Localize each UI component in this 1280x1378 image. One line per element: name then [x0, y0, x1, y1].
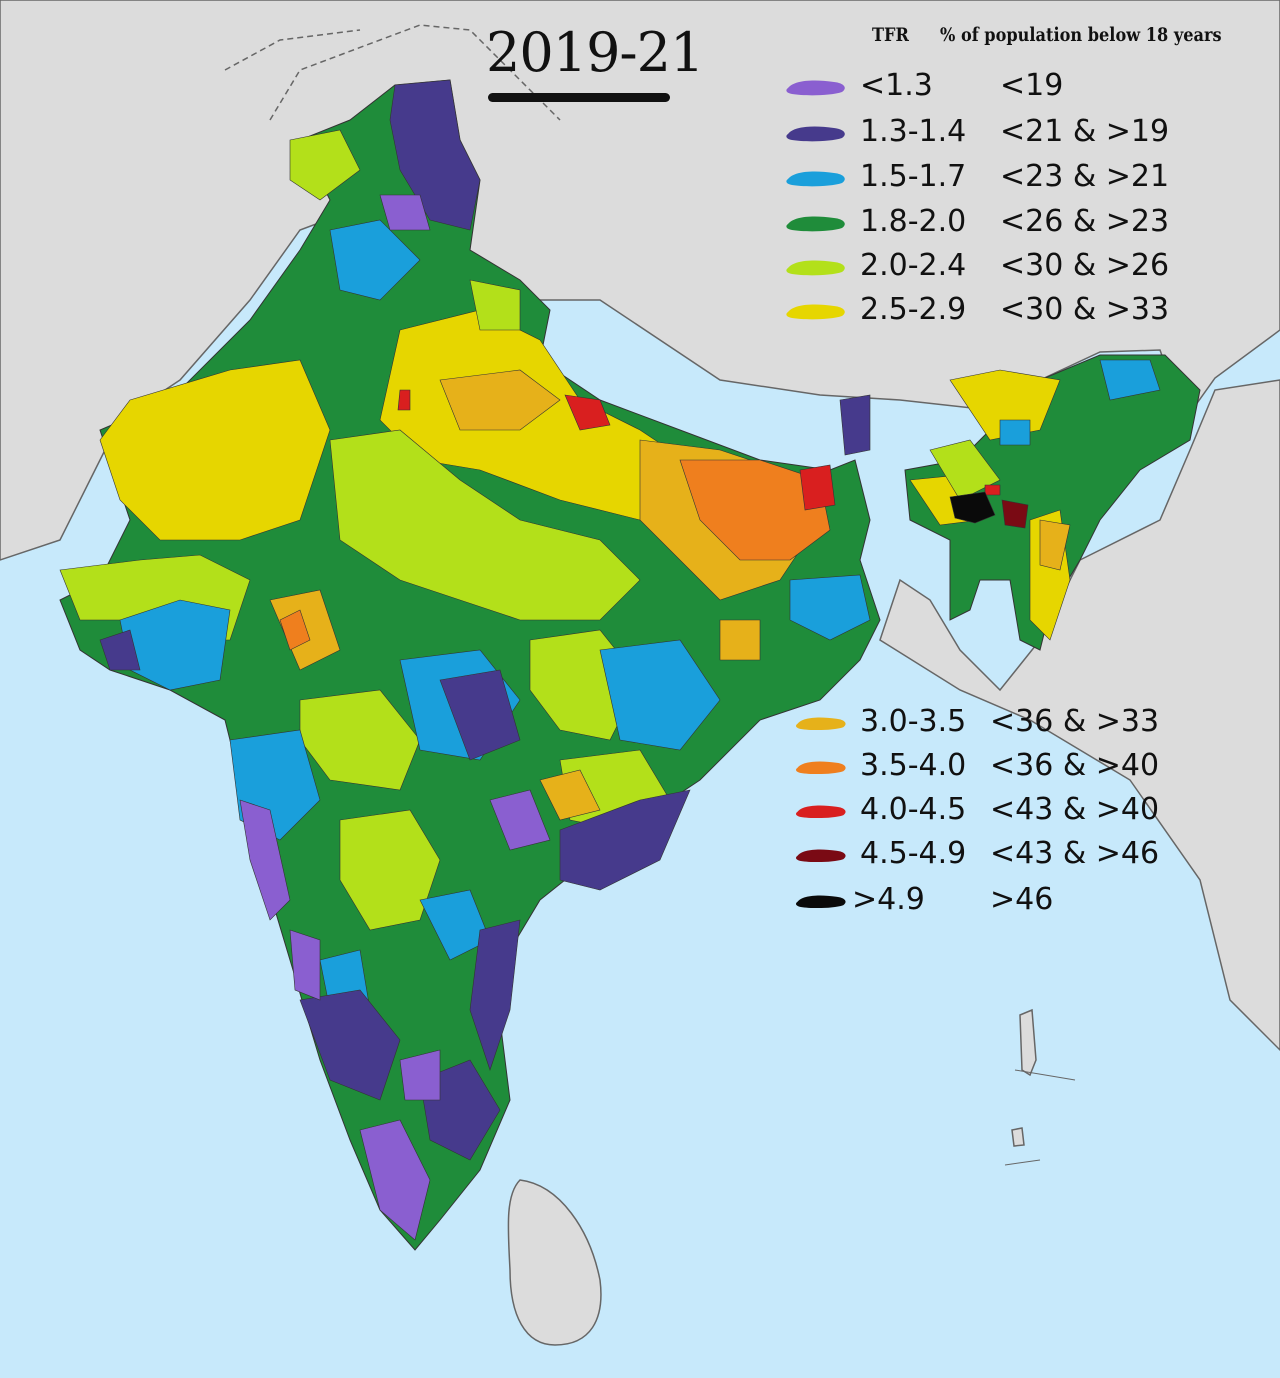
legend-population-label: <36 & >40	[990, 748, 1160, 783]
legend-population-label: <43 & >40	[990, 792, 1160, 827]
land-islands	[1011, 1008, 1037, 1147]
legend-tfr-label: 2.5-2.9	[860, 292, 967, 327]
sea-marks	[1004, 1069, 1076, 1166]
legend-swatch	[784, 212, 850, 234]
legend-tfr-label: <1.3	[860, 68, 933, 103]
legend-swatch	[794, 756, 850, 778]
legend-swatch	[784, 167, 850, 189]
legend-population-label: <26 & >23	[1000, 204, 1170, 239]
legend-tfr-label: 4.5-4.9	[860, 836, 967, 871]
legend-swatch	[784, 76, 850, 98]
land-sri-lanka	[507, 1179, 602, 1346]
legend-swatch	[784, 122, 850, 144]
legend-population-label: <23 & >21	[1000, 159, 1170, 194]
legend-tfr-label: 1.5-1.7	[860, 159, 967, 194]
legend-swatch	[784, 256, 850, 278]
tfr-zones	[59, 79, 1161, 1241]
legend-tfr-label: 3.5-4.0	[860, 748, 967, 783]
legend-population-label: >46	[990, 882, 1054, 917]
legend-population-label: <19	[1000, 68, 1064, 103]
disputed-border	[224, 24, 561, 121]
legend-population-label: <36 & >33	[990, 704, 1160, 739]
legend-header-population: % of population below 18 years	[940, 24, 1222, 46]
legend-population-label: <30 & >26	[1000, 248, 1170, 283]
legend-population-label: <43 & >46	[990, 836, 1160, 871]
legend-tfr-label: 3.0-3.5	[860, 704, 967, 739]
legend-tfr-label: 4.0-4.5	[860, 792, 967, 827]
legend-tfr-label: 1.8-2.0	[860, 204, 967, 239]
legend-header-tfr: TFR	[872, 24, 909, 46]
legend-population-label: <21 & >19	[1000, 114, 1170, 149]
india-northeast	[904, 354, 1201, 651]
legend-tfr-label: 1.3-1.4	[860, 114, 967, 149]
legend-swatch	[794, 844, 850, 866]
legend-tfr-label: >4.9	[852, 882, 925, 917]
land-east	[879, 379, 1280, 1052]
map-title: 2019-21	[486, 21, 704, 84]
legend-swatch	[794, 712, 850, 734]
legend-tfr-label: 2.0-2.4	[860, 248, 967, 283]
title-underline	[488, 93, 670, 102]
legend-swatch	[794, 800, 850, 822]
legend-swatch	[794, 890, 850, 912]
legend-population-label: <30 & >33	[1000, 292, 1170, 327]
legend-swatch	[784, 300, 850, 322]
